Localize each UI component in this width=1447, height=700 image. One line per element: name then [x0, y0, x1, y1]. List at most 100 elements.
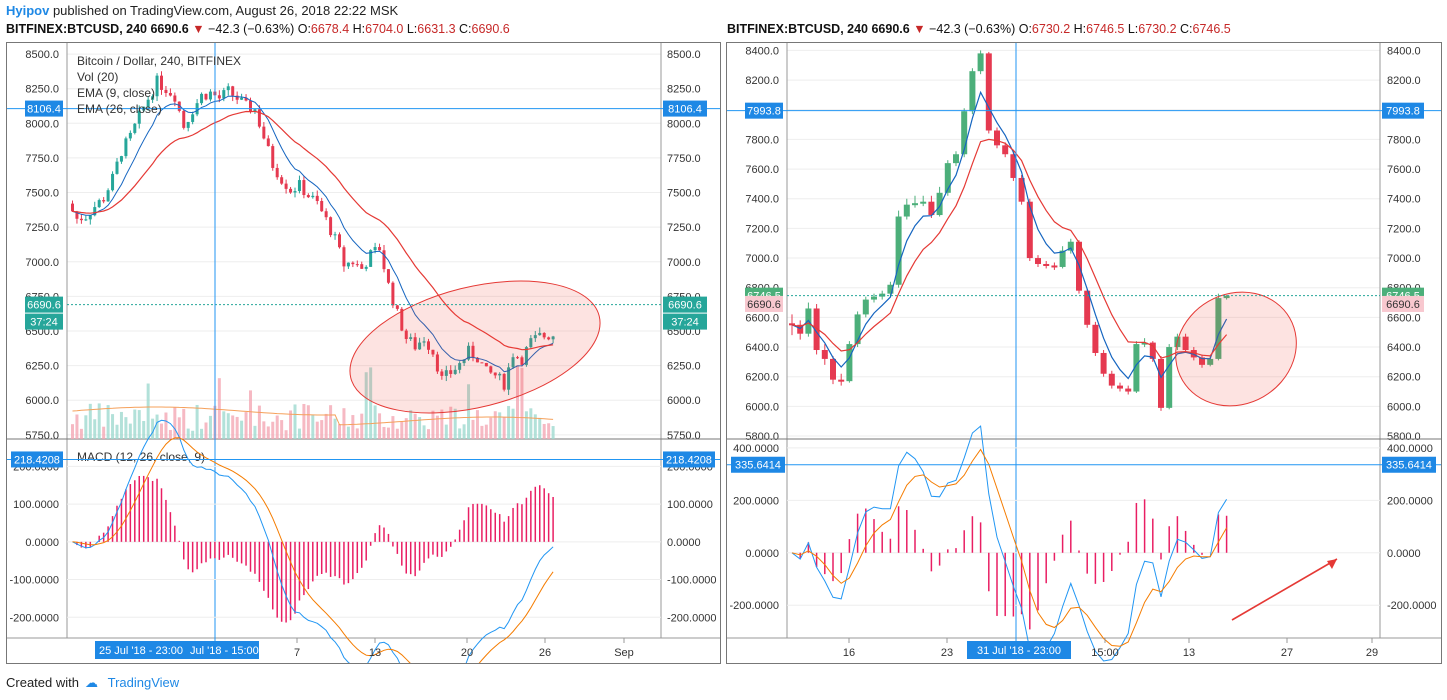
volume-bar [489, 417, 493, 439]
ticker-price: 6690.6 [871, 22, 910, 36]
candle [854, 314, 861, 345]
x-tick-label: 26 [539, 647, 551, 659]
trend-arrow-head [1327, 559, 1337, 569]
volume-bar [346, 426, 350, 439]
left-chart-panel[interactable]: 8500.0 8500.0 8250.0 8250.0 8000.0 8000.0 7750… [6, 42, 721, 664]
highlight-ellipse [1175, 291, 1297, 407]
x-tick-label: Sep [614, 647, 634, 659]
crosshair-price-left: 8106.4 [27, 104, 61, 116]
candle [1199, 357, 1205, 365]
volume-bar [71, 424, 74, 439]
right-chart-panel[interactable]: 8400.08400.08200.08200.08000.08000.07800… [726, 42, 1442, 664]
ticker-change: −42.3 (−0.63%) [208, 22, 295, 36]
macd-tick-left: 400.0000 [733, 443, 779, 455]
candle [75, 211, 79, 219]
candle [484, 362, 488, 367]
candle [511, 357, 515, 368]
candle [493, 372, 497, 376]
macd-crosshair-right-bg [663, 451, 715, 468]
candle [1067, 241, 1074, 251]
volume-bar [453, 408, 457, 439]
high-label: H: [352, 22, 366, 36]
volume-bar [164, 412, 168, 439]
author-name[interactable]: Hyipov [6, 3, 50, 18]
macd-tick-left: -100.0000 [9, 575, 59, 587]
macd-tick-right: 200.0000 [1387, 495, 1433, 507]
volume-bar [382, 426, 386, 439]
volume-bar [529, 408, 533, 439]
x-tick-label: 20 [461, 647, 473, 659]
volume-bar [231, 415, 235, 439]
y-tick-left: 6600.0 [745, 312, 779, 324]
y-tick-left: 5750.0 [25, 430, 59, 442]
volume-bar [160, 423, 163, 439]
volume-bar [200, 428, 204, 439]
macd-tick-right: 0.0000 [667, 537, 701, 549]
candle [538, 332, 542, 336]
y-tick-right: 7200.0 [1387, 223, 1421, 235]
candle [160, 75, 163, 90]
y-tick-left: 7400.0 [745, 194, 779, 206]
volume-bar [542, 423, 546, 439]
candle [235, 95, 239, 100]
candle [71, 203, 74, 212]
candle [838, 379, 845, 382]
footer: Created with ☁ TradingView [6, 675, 179, 691]
candle [333, 234, 337, 236]
volume-bar [75, 414, 79, 439]
candle [551, 336, 555, 340]
volume-bar [191, 430, 195, 439]
tradingview-logo-icon[interactable]: ☁ [84, 675, 98, 690]
volume-bar [271, 421, 275, 439]
candle [311, 195, 315, 198]
candle [342, 247, 346, 267]
y-tick-right: 5800.0 [1387, 431, 1421, 443]
left-ticker: BITFINEX:BTCUSD, 240 6690.6 ▼ −42.3 (−0.… [6, 22, 510, 36]
crosshair-price-right-bg [663, 100, 707, 117]
volume-bar [444, 424, 448, 439]
y-tick-left: 8000.0 [25, 118, 59, 130]
candle [1002, 145, 1009, 155]
volume-bar [373, 405, 377, 439]
candle [444, 370, 448, 376]
close-value: 6746.5 [1192, 22, 1231, 36]
candle [297, 180, 301, 192]
volume-bar [289, 410, 293, 439]
close-label: C: [1180, 22, 1193, 36]
volume-bar [284, 430, 288, 439]
macd-tick-left: -200.0000 [729, 600, 779, 612]
candle [93, 207, 97, 216]
y-tick-right: 7250.0 [667, 222, 701, 234]
countdown-left: 37:24 [30, 317, 58, 329]
candle [418, 342, 422, 350]
tradingview-link[interactable]: TradingView [107, 675, 180, 690]
right-chart-svg[interactable]: 8400.08400.08200.08200.08000.08000.07800… [727, 43, 1441, 663]
macd-line [72, 419, 554, 663]
volume-bar [440, 409, 444, 439]
candle [422, 341, 426, 343]
volume-bar [222, 411, 226, 439]
y-tick-left: 6000.0 [745, 401, 779, 413]
candle [961, 111, 968, 155]
y-tick-right: 7400.0 [1387, 194, 1421, 206]
y-tick-right: 8200.0 [1387, 75, 1421, 87]
candle [1035, 258, 1041, 264]
ema26-line [72, 110, 554, 351]
macd-tick-left: 0.0000 [25, 537, 59, 549]
volume-bar [253, 425, 257, 439]
macd-label: MACD (12, 26, close, 9) [77, 450, 205, 464]
y-tick-left: 5800.0 [745, 431, 779, 443]
publish-text: published on TradingView.com, August 26,… [49, 3, 399, 18]
volume-bar [533, 414, 537, 439]
candle [813, 308, 820, 351]
volume-bar [240, 420, 244, 439]
candle [1133, 344, 1140, 392]
candle [364, 266, 368, 269]
candle [191, 114, 195, 122]
x-tick-label: 13 [1183, 647, 1195, 659]
volume-bar [538, 417, 542, 439]
macd-crosshair-right-bg [1382, 456, 1436, 473]
candle [302, 180, 306, 196]
y-tick-right: 6000.0 [1387, 401, 1421, 413]
